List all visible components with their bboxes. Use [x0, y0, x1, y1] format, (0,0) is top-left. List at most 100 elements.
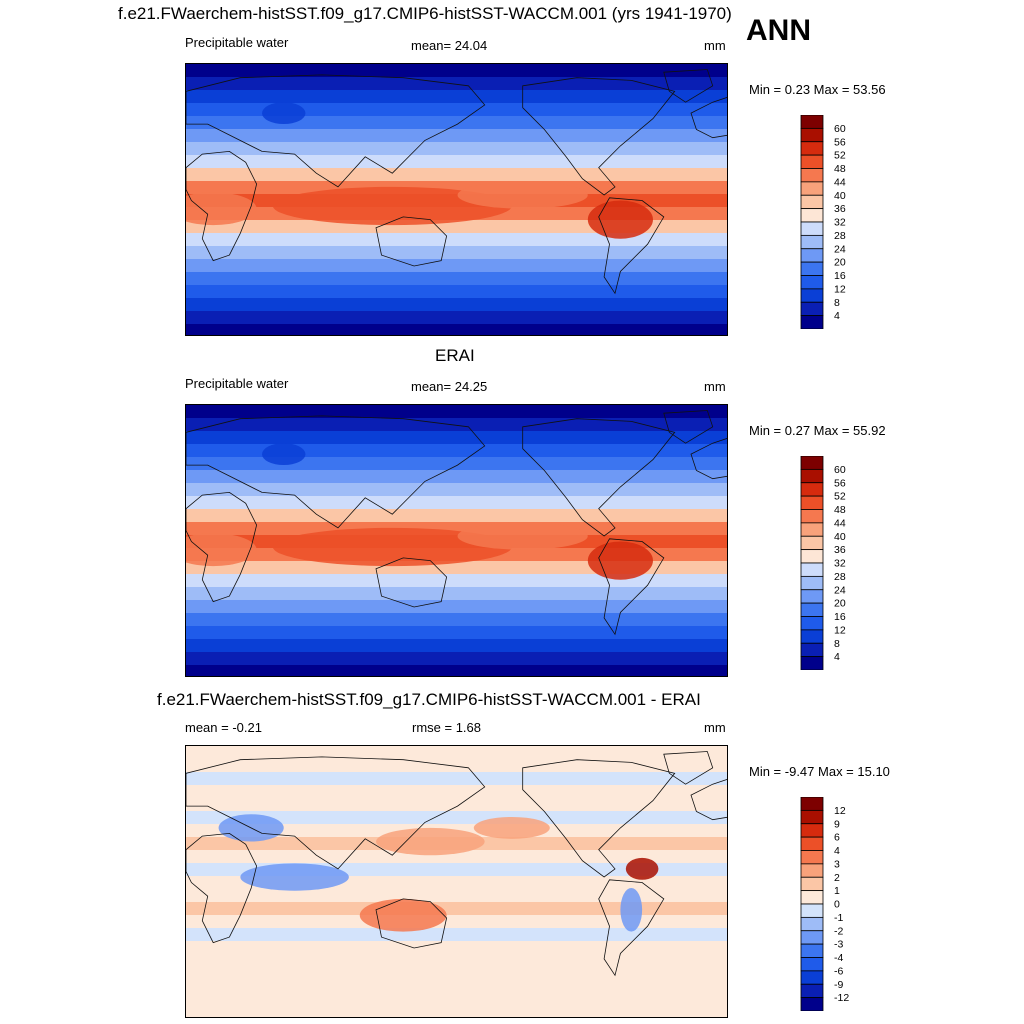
colorbar-box: [800, 114, 824, 129]
field-blob: [272, 186, 512, 226]
field-band: [186, 1006, 727, 1017]
field-blob: [262, 443, 306, 466]
panel2-map: [185, 404, 728, 677]
colorbar-tick-label: -2: [834, 925, 843, 937]
panel3-rmse-label: rmse = 1.68: [412, 720, 482, 735]
colorbar-tick-label: 40: [834, 531, 846, 543]
colorbar-box: [800, 642, 824, 658]
field-band: [186, 626, 727, 640]
colorbar-tick-label: 24: [834, 243, 846, 255]
colorbar-box: [800, 482, 824, 497]
field-band: [186, 587, 727, 601]
colorbar-tick-label: 20: [834, 257, 846, 269]
panel3-unit-label: mm: [704, 720, 726, 735]
field-band: [186, 915, 727, 929]
field-blob: [587, 541, 653, 580]
field-band: [186, 785, 727, 799]
colorbar-box: [800, 997, 824, 1012]
field-band: [186, 155, 727, 169]
field-blob: [186, 192, 257, 226]
coastline: [690, 438, 727, 480]
colorbar-box: [800, 168, 824, 183]
colorbar-tick-label: 28: [834, 230, 846, 242]
colorbar-tick-label: 56: [834, 477, 846, 489]
colorbar-box: [800, 495, 824, 510]
colorbar-box: [800, 288, 824, 303]
colorbar-box: [800, 154, 824, 169]
coastline: [522, 759, 676, 878]
colorbar-box: [800, 890, 824, 905]
coastline: [663, 69, 714, 103]
field-band: [186, 259, 727, 273]
panel2-unit-label: mm: [704, 379, 726, 394]
field-band: [186, 418, 727, 432]
colorbar-box: [800, 796, 824, 811]
field-band: [186, 902, 727, 916]
field-band: [186, 574, 727, 588]
colorbar-box: [800, 983, 824, 999]
field-band: [186, 272, 727, 286]
panel2-minmax-label: Min = 0.27 Max = 55.92: [749, 423, 886, 438]
panel2-colorbar: 60 56 52 48 44 40 36 32 28 24 20 16 12 8 4: [800, 455, 880, 671]
colorbar-box: [800, 549, 824, 564]
colorbar-box: [800, 589, 824, 604]
colorbar-tick-label: 20: [834, 598, 846, 610]
colorbar-box: [800, 455, 824, 470]
field-band: [186, 954, 727, 968]
colorbar-box: [800, 863, 824, 878]
colorbar-tick-label: 0: [834, 899, 840, 911]
colorbar-box: [800, 509, 824, 524]
coastline: [690, 97, 727, 139]
field-band: [186, 967, 727, 981]
colorbar-tick-label: 12: [834, 805, 846, 817]
coastline: [522, 77, 676, 196]
panel1-variable-label: Precipitable water: [185, 35, 289, 50]
field-blob: [457, 181, 588, 209]
field-band: [186, 509, 727, 523]
colorbar-box: [800, 468, 824, 484]
colorbar-box: [800, 836, 824, 851]
colorbar-box: [800, 916, 824, 932]
colorbar-tick-label: 8: [834, 297, 840, 309]
colorbar-tick-label: -12: [834, 992, 849, 1004]
panel1-map: [185, 63, 728, 336]
colorbar-tick-label: -9: [834, 979, 843, 991]
colorbar-box: [800, 275, 824, 290]
field-band: [186, 496, 727, 510]
colorbar-tick-label: 40: [834, 190, 846, 202]
colorbar-box: [800, 943, 824, 958]
field-band: [186, 993, 727, 1007]
field-band: [186, 811, 727, 825]
colorbar-tick-label: 4: [834, 651, 840, 663]
colorbar-box: [800, 248, 824, 263]
panel2-mean-label: mean= 24.25: [411, 379, 488, 394]
panel1-minmax-label: Min = 0.23 Max = 53.56: [749, 82, 886, 97]
colorbar-box: [800, 261, 824, 276]
field-band: [186, 233, 727, 247]
field-band: [186, 311, 727, 325]
field-band: [186, 103, 727, 117]
colorbar-tick-label: -6: [834, 965, 843, 977]
colorbar-tick-label: 44: [834, 176, 846, 188]
panel3-mean-label: mean = -0.21: [185, 720, 262, 735]
field-blob: [587, 200, 653, 239]
coastline: [690, 779, 727, 821]
panel3-map-svg: [186, 746, 727, 1017]
field-blob: [262, 102, 306, 125]
colorbar-box: [800, 930, 824, 945]
coastline: [186, 491, 258, 603]
colorbar-tick-label: 36: [834, 544, 846, 556]
field-band: [186, 746, 727, 760]
colorbar-box: [800, 823, 824, 838]
colorbar-tick-label: -3: [834, 939, 843, 951]
panel3-title: f.e21.FWaerchem-histSST.f09_g17.CMIP6-hi…: [157, 690, 701, 709]
field-band: [186, 639, 727, 653]
colorbar-box: [800, 181, 824, 196]
colorbar-box: [800, 957, 824, 972]
colorbar-tick-label: 12: [834, 283, 846, 295]
coastline: [375, 898, 448, 949]
field-band: [186, 850, 727, 864]
colorbar-tick-label: 4: [834, 845, 840, 857]
